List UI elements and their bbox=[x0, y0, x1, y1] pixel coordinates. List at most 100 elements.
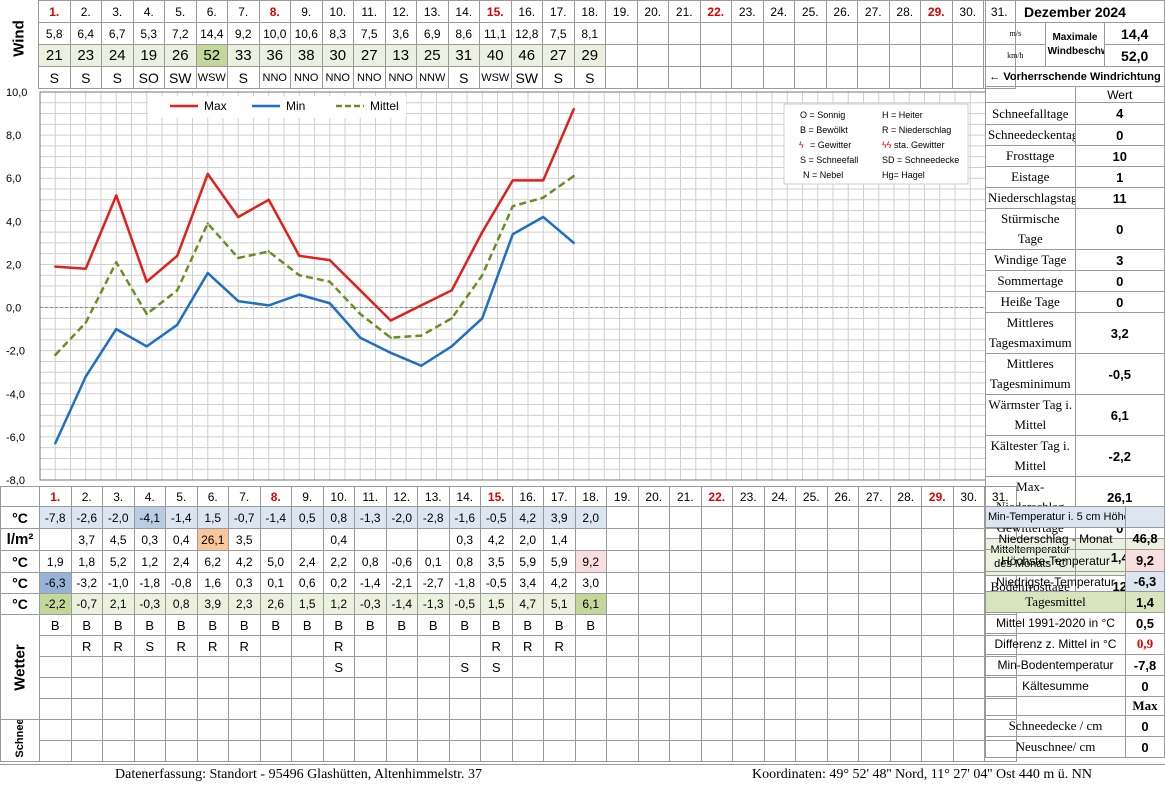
min-temp: 0,2 bbox=[322, 572, 355, 594]
weather-code bbox=[889, 656, 922, 678]
wind-direction bbox=[857, 66, 890, 89]
bottom-summary-label: Neuschnee/ cm bbox=[985, 736, 1126, 758]
weather-code bbox=[700, 698, 733, 720]
summary-value: 0 bbox=[1074, 124, 1165, 146]
data-point-max bbox=[420, 304, 423, 307]
wind-section: Wind 1. 2. 3. 4. 5. 6. 7. 8. 9. 10. 11. 12. 13. 14. 15… bbox=[0, 0, 1016, 89]
data-point-max bbox=[206, 172, 209, 176]
data-point-min bbox=[267, 304, 270, 307]
weather-code bbox=[385, 656, 418, 678]
weather-code bbox=[826, 614, 859, 636]
y-tick-label: -6,0 bbox=[6, 432, 25, 444]
bottom-summary-label: Mittel 1991-2020 in °C bbox=[985, 612, 1126, 634]
max-wind-ms: 14,4 bbox=[1104, 22, 1165, 45]
snow-cell bbox=[669, 740, 702, 762]
data-point-min bbox=[206, 271, 209, 275]
snow-cell bbox=[889, 719, 922, 741]
weather-code bbox=[921, 614, 954, 636]
weather-code bbox=[952, 614, 985, 636]
summary-label: Kältester Tag i. Mittel bbox=[985, 435, 1076, 477]
chart-svg: 10,0 8,0 6,0 4,0 2,0 0,0 -2,0 -4,0 -6,0 -8,0 Max Mi… bbox=[6, 87, 986, 487]
max-temp: 0,8 bbox=[448, 550, 481, 573]
weather-code bbox=[921, 656, 954, 678]
day-header: 15. bbox=[479, 0, 512, 23]
summary-value: -2,2 bbox=[1074, 435, 1165, 477]
data-point-min bbox=[511, 233, 514, 236]
weather-code bbox=[39, 656, 72, 678]
min-temp bbox=[732, 572, 765, 594]
soil-min-temp: -0,5 bbox=[480, 506, 513, 529]
weather-code bbox=[700, 614, 733, 636]
y-tick-label: -2,0 bbox=[6, 346, 25, 358]
weather-key-text: SD = Schneedecke bbox=[882, 155, 959, 165]
max-wind-kmh: 52,0 bbox=[1104, 44, 1165, 67]
day-header: 11. bbox=[353, 0, 386, 23]
snow-cell bbox=[196, 719, 229, 741]
max-temp: 2,2 bbox=[322, 550, 355, 573]
weather-code bbox=[889, 614, 922, 636]
weather-code bbox=[574, 656, 607, 678]
wind-speed-ms: 7,5 bbox=[353, 22, 386, 45]
weather-code: S bbox=[322, 656, 355, 678]
wind-speed-kmh bbox=[731, 44, 764, 67]
max-temp: 3,5 bbox=[480, 550, 513, 573]
weather-code bbox=[39, 635, 72, 657]
mean-temp bbox=[858, 593, 891, 615]
day-header: 21. bbox=[668, 0, 701, 23]
snow-cell bbox=[763, 719, 796, 741]
max-temp: 1,8 bbox=[70, 550, 103, 573]
data-point-max bbox=[267, 198, 270, 201]
bottom-summary-label: Min-Temperatur i. 5 cm Höhe bbox=[985, 506, 1126, 528]
snow-cell bbox=[732, 740, 765, 762]
min-temp bbox=[858, 572, 891, 594]
precipitation: 4,5 bbox=[102, 528, 135, 551]
max-temp bbox=[700, 550, 733, 573]
unit-ms: m/s bbox=[985, 22, 1046, 45]
summary-header-empty bbox=[985, 86, 1076, 103]
wind-speed-ms: 8,6 bbox=[447, 22, 480, 45]
day-header: 14. bbox=[448, 486, 481, 507]
data-point-mittel bbox=[328, 280, 331, 283]
weather-code bbox=[574, 677, 607, 699]
wind-speed-ms: 8,1 bbox=[573, 22, 606, 45]
weather-key-text: O = Sonnig bbox=[800, 110, 845, 120]
wind-speed-kmh bbox=[794, 44, 827, 67]
weather-code bbox=[480, 677, 513, 699]
precipitation bbox=[921, 528, 954, 551]
max-temp: 2,4 bbox=[291, 550, 324, 573]
wind-direction bbox=[731, 66, 764, 89]
mean-temp: 3,9 bbox=[196, 593, 229, 615]
weather-code: R bbox=[228, 635, 261, 657]
bottom-summary-value: Max bbox=[1125, 696, 1165, 716]
weather-code bbox=[385, 698, 418, 720]
weather-code bbox=[291, 677, 324, 699]
summary-value: 10 bbox=[1074, 145, 1165, 167]
weather-code bbox=[826, 656, 859, 678]
precipitation: 26,1 bbox=[196, 528, 229, 551]
weather-code bbox=[700, 635, 733, 657]
wind-direction bbox=[920, 66, 953, 89]
data-point-max bbox=[450, 289, 453, 292]
max-temp: 5,0 bbox=[259, 550, 292, 573]
wind-direction bbox=[794, 66, 827, 89]
soil-min-temp: 0,8 bbox=[322, 506, 355, 529]
wind-speed-ms: 9,2 bbox=[227, 22, 260, 45]
weather-code bbox=[795, 635, 828, 657]
wind-speed-ms bbox=[668, 22, 701, 45]
weather-code bbox=[952, 698, 985, 720]
weather-key-text: Hg= Hagel bbox=[882, 170, 925, 180]
soil-min-temp: 3,9 bbox=[543, 506, 576, 529]
day-header: 29. bbox=[921, 486, 954, 507]
snow-cell bbox=[889, 740, 922, 762]
day-header: 22. bbox=[700, 486, 733, 507]
weather-code bbox=[574, 635, 607, 657]
weather-code bbox=[70, 677, 103, 699]
soil-min-temp: -1,4 bbox=[259, 506, 292, 529]
min-temp: -1,8 bbox=[133, 572, 166, 594]
day-header: 1. bbox=[39, 486, 72, 507]
soil-min-temp: -1,6 bbox=[448, 506, 481, 529]
mean-temp: 5,1 bbox=[543, 593, 576, 615]
weather-code bbox=[795, 614, 828, 636]
snow-cell bbox=[606, 740, 639, 762]
weather-code: R bbox=[165, 635, 198, 657]
